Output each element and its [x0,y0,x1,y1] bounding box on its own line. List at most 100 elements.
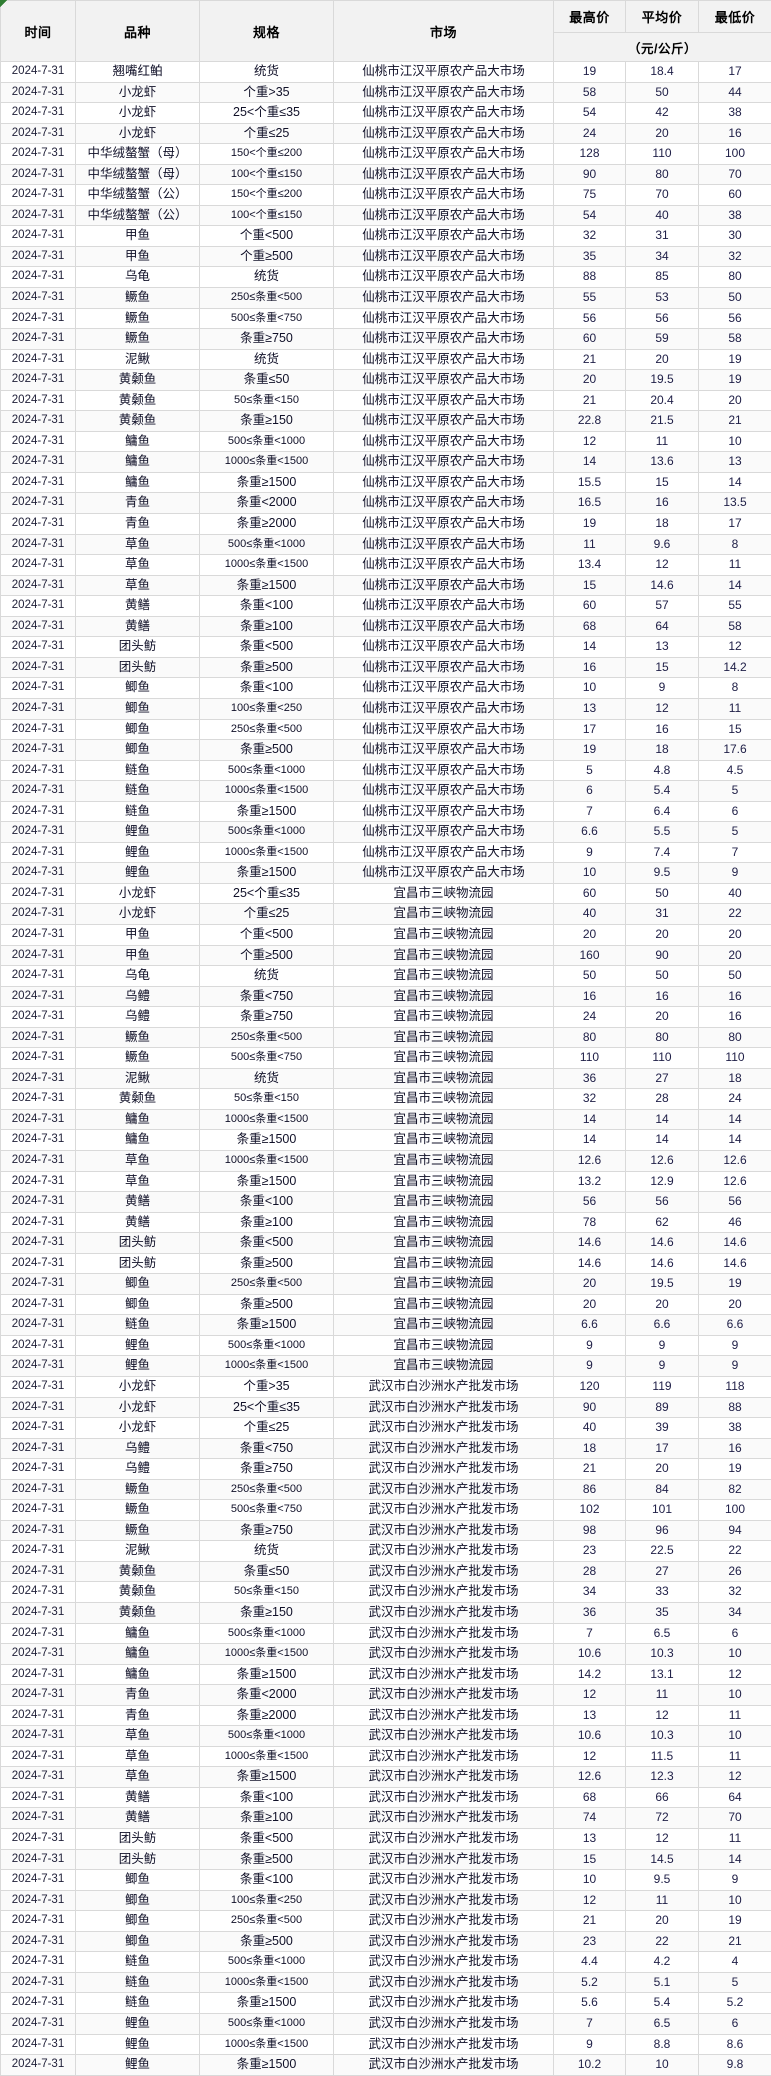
column-header-time[interactable]: 时间 [1,1,76,62]
column-header-kind[interactable]: 品种 [76,1,200,62]
column-header-average-price[interactable]: 平均价 [626,1,699,33]
column-header-highest-price[interactable]: 最高价 [554,1,626,33]
column-header-lowest-price[interactable]: 最低价 [699,1,771,33]
column-header-spec[interactable]: 规格 [200,1,334,62]
